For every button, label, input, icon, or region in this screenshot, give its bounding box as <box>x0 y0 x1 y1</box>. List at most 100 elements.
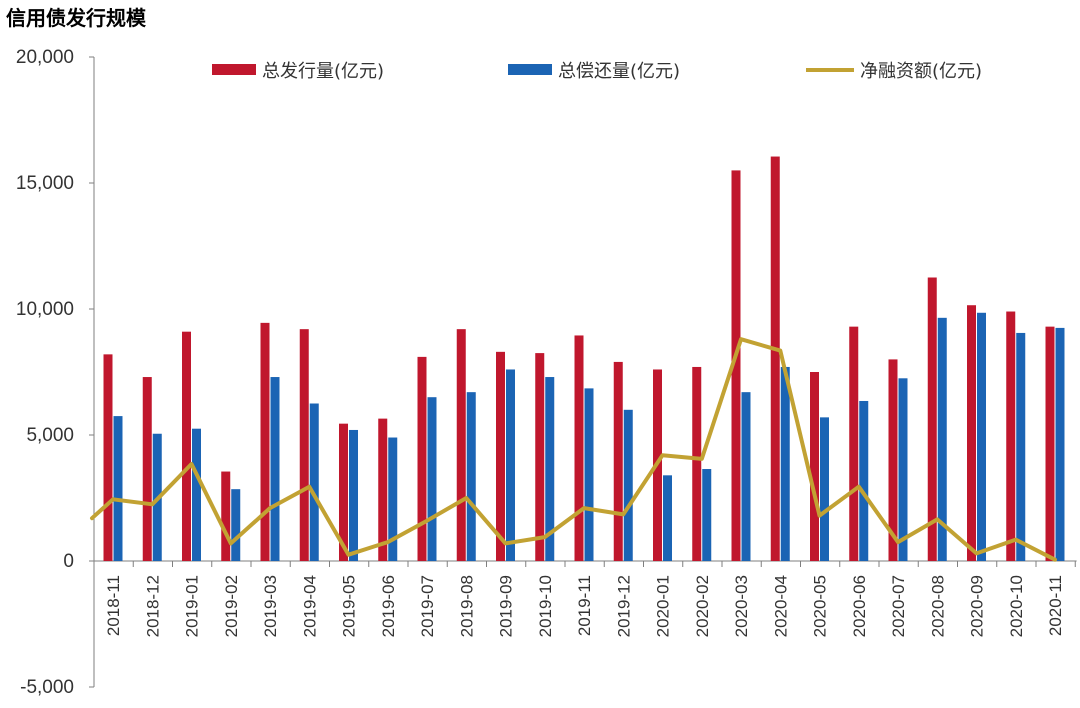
net-financing-point <box>582 506 586 510</box>
x-tick-label: 2019-09 <box>497 575 516 637</box>
legend: 总发行量(亿元) 总偿还量(亿元) 净融资额(亿元) <box>212 61 982 82</box>
legend-label: 总发行量(亿元) <box>262 61 384 82</box>
x-tick-label: 2020-02 <box>693 575 712 637</box>
bar-total-issuance <box>535 353 545 561</box>
bar-total-issuance <box>731 170 741 561</box>
x-tick-label: 2019-02 <box>222 575 241 637</box>
x-tick-label: 2020-11 <box>1046 575 1065 636</box>
x-tick-label: 2020-04 <box>771 575 790 637</box>
bar-total-repayment <box>702 469 712 561</box>
y-tick-label: 20,000 <box>16 47 74 68</box>
x-tick-label: 2019-08 <box>457 575 476 637</box>
net-financing-point <box>935 517 939 521</box>
x-tick-label: 2019-12 <box>614 575 633 637</box>
net-financing-point <box>543 535 547 539</box>
bar-total-repayment <box>388 437 398 561</box>
bar-total-repayment <box>1016 332 1026 561</box>
y-tick-label: 0 <box>63 551 74 572</box>
bar-total-issuance <box>496 351 505 561</box>
bar-total-repayment <box>231 489 241 561</box>
x-tick-label: 2019-11 <box>575 575 594 636</box>
bar-total-issuance <box>378 418 388 561</box>
bar-total-repayment <box>937 317 947 561</box>
x-tick-label: 2019-03 <box>261 575 280 637</box>
bar-total-issuance <box>888 359 898 561</box>
net-financing-point <box>347 553 350 557</box>
net-financing-point <box>857 485 861 489</box>
bar-total-repayment <box>623 409 633 561</box>
bar-total-repayment <box>977 312 986 561</box>
bar-total-repayment <box>820 417 829 561</box>
bar-total-issuance <box>967 305 976 561</box>
bar-total-issuance <box>417 356 427 561</box>
x-tick-label: 2020-10 <box>1007 575 1026 637</box>
net-financing-point <box>111 497 115 501</box>
bar-total-issuance <box>613 361 623 561</box>
bar-total-issuance <box>1006 311 1016 561</box>
net-financing-point <box>150 502 154 506</box>
net-financing-point <box>661 453 664 457</box>
y-tick-label: 5,000 <box>26 425 74 446</box>
legend-label: 净融资额(亿元) <box>860 61 982 82</box>
bar-total-repayment <box>506 369 515 561</box>
net-financing-point <box>1014 538 1018 542</box>
bar-total-issuance <box>770 156 780 562</box>
bar-total-repayment <box>270 377 280 561</box>
bar-total-repayment <box>584 388 594 561</box>
bar-total-issuance <box>142 377 152 561</box>
bar-total-repayment <box>349 429 358 561</box>
y-tick-label: 10,000 <box>16 299 74 320</box>
bar-total-issuance <box>810 372 819 561</box>
x-tick-label: 2019-06 <box>379 575 398 637</box>
legend-label: 总偿还量(亿元) <box>558 61 680 82</box>
x-tick-label: 2019-07 <box>418 575 437 637</box>
bar-total-issuance <box>339 423 348 561</box>
x-tick-label: 2019-01 <box>183 575 202 637</box>
bar-total-repayment <box>898 378 908 561</box>
bar-total-issuance <box>574 335 584 561</box>
net-financing-point <box>1053 558 1057 562</box>
bar-total-repayment <box>859 400 869 561</box>
net-financing-point <box>307 485 311 489</box>
net-financing-point <box>975 551 978 555</box>
bar-total-repayment <box>113 416 123 561</box>
net-financing-point <box>190 462 193 466</box>
x-tick-label: 2018-12 <box>143 575 162 637</box>
bar-total-issuance <box>103 354 113 561</box>
x-tick-label: 2018-11 <box>104 575 123 636</box>
net-financing-point <box>621 512 625 516</box>
line-net-financing <box>90 337 1057 562</box>
net-financing-point <box>425 519 429 523</box>
x-tick-label: 2019-04 <box>300 575 319 637</box>
x-tick-label: 2020-03 <box>732 575 751 637</box>
y-tick-label: -5,000 <box>20 677 74 698</box>
net-financing-point <box>504 541 507 545</box>
bar-total-repayment <box>309 403 319 561</box>
bar-total-issuance <box>692 366 702 561</box>
bar-total-repayment <box>427 397 437 561</box>
bar-total-repayment <box>466 392 476 561</box>
bar-total-issuance <box>927 277 937 561</box>
x-tick-label: 2019-05 <box>340 575 359 637</box>
net-financing-point <box>818 514 821 518</box>
bar-total-issuance <box>1045 326 1055 561</box>
x-tick-label: 2020-06 <box>850 575 869 637</box>
net-financing-point <box>739 337 743 341</box>
bar-total-issuance <box>456 329 466 561</box>
net-financing-point <box>386 540 390 544</box>
x-tick-label: 2019-10 <box>536 575 555 637</box>
bar-total-issuance <box>299 329 309 561</box>
bar-total-issuance <box>849 326 859 561</box>
bar-total-repayment <box>780 366 790 561</box>
net-financing-point <box>700 457 704 461</box>
plot-area: -5,000 0 5,000 10,000 15,000 20,000 2018-11 201… <box>16 47 1077 698</box>
net-financing-point <box>464 496 468 500</box>
chart-title: 信用债发行规模 <box>6 6 147 30</box>
bar-total-repayment <box>1055 327 1065 561</box>
x-tick-label: 2020-07 <box>889 575 908 637</box>
net-financing-point <box>896 540 900 544</box>
net-financing-point <box>778 349 782 353</box>
legend-swatch <box>212 64 256 75</box>
bar-total-repayment <box>741 392 751 561</box>
